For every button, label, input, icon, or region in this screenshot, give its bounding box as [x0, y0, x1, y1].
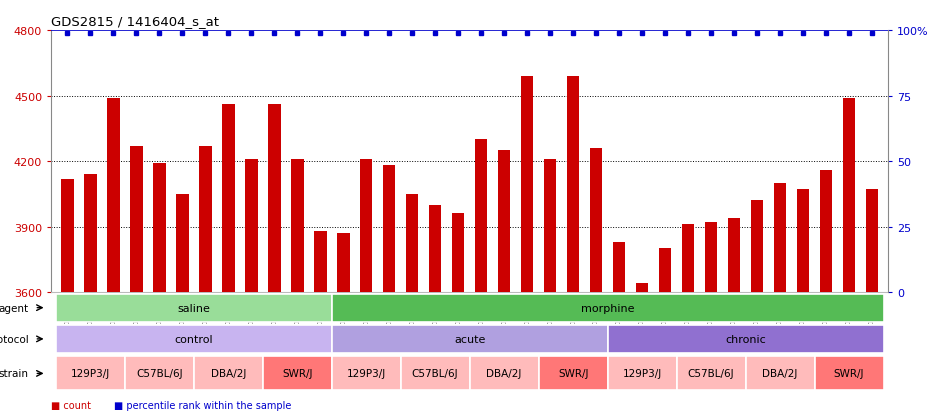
Text: agent: agent	[0, 303, 29, 313]
Bar	[125, 356, 193, 390]
Text: acute: acute	[454, 334, 485, 344]
Bar	[56, 325, 332, 353]
Bar	[401, 356, 470, 390]
Bar	[291, 159, 303, 292]
Bar	[498, 151, 511, 292]
Text: ■ count: ■ count	[51, 400, 91, 410]
Text: 129P3/J: 129P3/J	[347, 368, 386, 378]
Bar	[130, 146, 142, 292]
Bar	[566, 77, 579, 292]
Text: C57BL/6J: C57BL/6J	[412, 368, 458, 378]
Bar	[56, 356, 125, 390]
Bar	[819, 171, 832, 292]
Bar	[658, 249, 671, 292]
Text: protocol: protocol	[0, 334, 29, 344]
Text: DBA/2J: DBA/2J	[210, 368, 246, 378]
Bar	[746, 356, 815, 390]
Text: strain: strain	[0, 368, 29, 378]
Bar	[774, 183, 787, 292]
Bar	[199, 146, 211, 292]
Bar	[332, 325, 607, 353]
Bar	[538, 356, 607, 390]
Bar	[405, 195, 419, 292]
Bar	[153, 164, 166, 292]
Text: morphine: morphine	[581, 303, 634, 313]
Text: SWR/J: SWR/J	[558, 368, 589, 378]
Bar	[682, 225, 695, 292]
Bar	[452, 214, 464, 292]
Bar	[751, 201, 764, 292]
Text: chronic: chronic	[725, 334, 766, 344]
Text: control: control	[175, 334, 213, 344]
Bar	[337, 233, 350, 292]
Bar	[521, 77, 534, 292]
Bar	[475, 140, 487, 292]
Bar	[222, 105, 234, 292]
Bar	[705, 223, 717, 292]
Bar	[360, 159, 373, 292]
Text: ■ percentile rank within the sample: ■ percentile rank within the sample	[114, 400, 292, 410]
Bar	[815, 356, 883, 390]
Bar	[56, 294, 332, 322]
Bar	[607, 325, 884, 353]
Bar	[636, 284, 648, 292]
Bar	[262, 356, 332, 390]
Bar	[332, 294, 884, 322]
Bar	[677, 356, 746, 390]
Bar	[193, 356, 262, 390]
Bar	[470, 356, 538, 390]
Text: C57BL/6J: C57BL/6J	[688, 368, 735, 378]
Bar	[107, 98, 120, 292]
Text: 129P3/J: 129P3/J	[71, 368, 110, 378]
Text: GDS2815 / 1416404_s_at: GDS2815 / 1416404_s_at	[51, 15, 219, 28]
Bar	[797, 190, 809, 292]
Bar	[613, 242, 626, 292]
Bar	[843, 98, 856, 292]
Text: saline: saline	[178, 303, 210, 313]
Bar	[176, 195, 189, 292]
Bar	[245, 159, 258, 292]
Text: SWR/J: SWR/J	[834, 368, 864, 378]
Bar	[61, 179, 73, 292]
Bar	[544, 159, 556, 292]
Bar	[313, 231, 326, 292]
Bar	[590, 149, 603, 292]
Bar	[332, 356, 401, 390]
Text: C57BL/6J: C57BL/6J	[136, 368, 182, 378]
Text: 129P3/J: 129P3/J	[622, 368, 662, 378]
Bar	[84, 175, 97, 292]
Text: DBA/2J: DBA/2J	[486, 368, 522, 378]
Bar	[866, 190, 878, 292]
Text: SWR/J: SWR/J	[282, 368, 312, 378]
Bar	[383, 166, 395, 292]
Text: DBA/2J: DBA/2J	[763, 368, 798, 378]
Bar	[728, 218, 740, 292]
Bar	[429, 205, 442, 292]
Bar	[607, 356, 677, 390]
Bar	[268, 105, 281, 292]
